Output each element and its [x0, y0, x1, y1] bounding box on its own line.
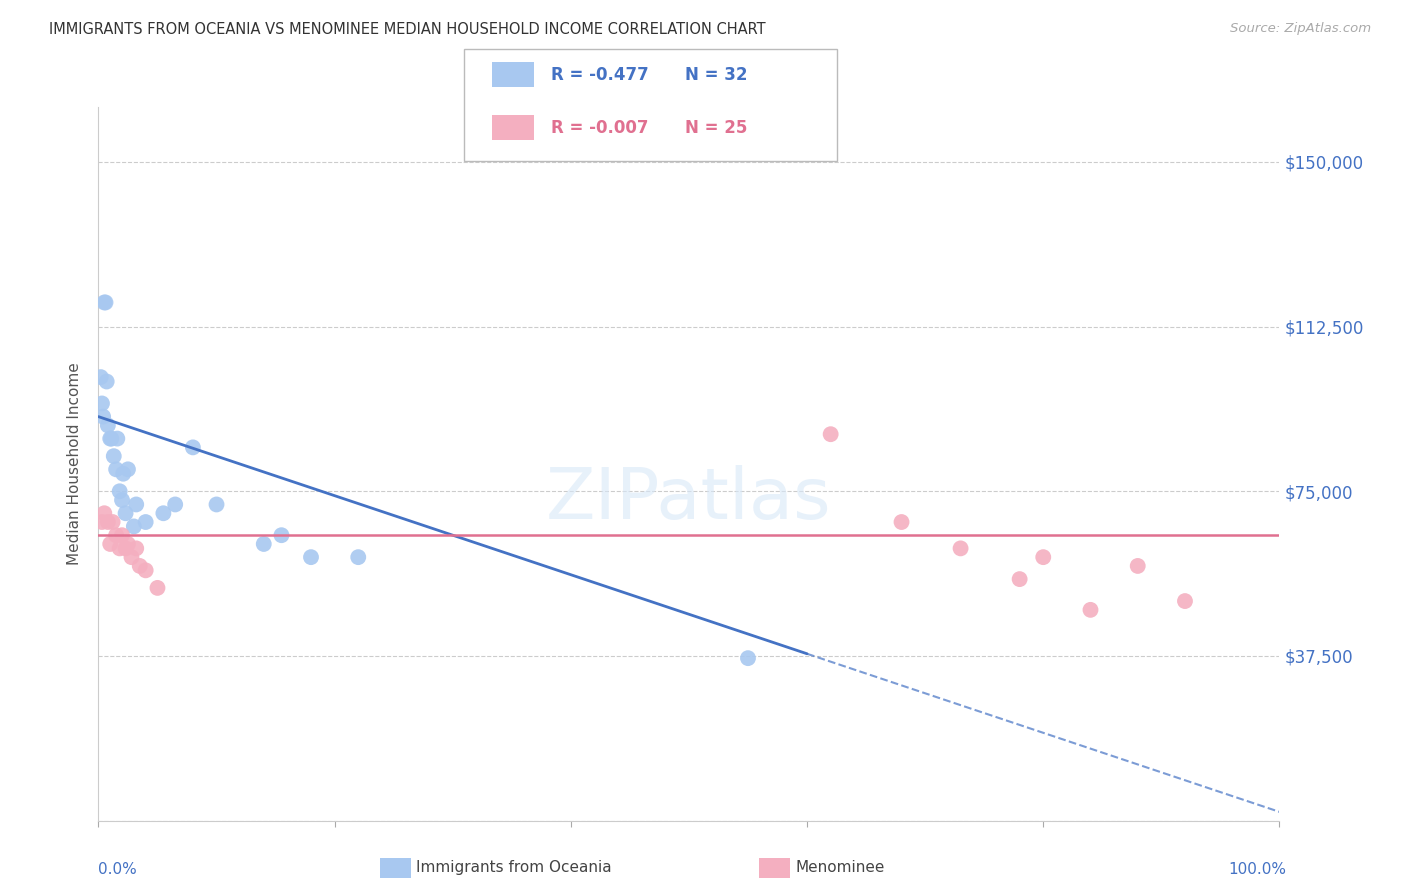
Point: [135, 515, 157, 529]
Point: [347, 550, 370, 565]
Point: [105, 528, 128, 542]
Text: R = -0.007: R = -0.007: [551, 119, 648, 136]
Point: [105, 462, 128, 476]
Text: 0.0%: 0.0%: [98, 863, 138, 877]
Point: [205, 498, 228, 512]
Point: [125, 541, 148, 556]
Point: [270, 528, 292, 542]
Point: [114, 506, 136, 520]
Point: [181, 441, 204, 455]
Point: [91, 409, 114, 424]
Point: [111, 493, 134, 508]
Point: [253, 537, 276, 551]
Point: [91, 396, 114, 410]
Point: [93, 295, 115, 310]
Point: [135, 563, 157, 577]
Point: [97, 418, 120, 433]
Text: 100.0%: 100.0%: [1229, 863, 1286, 877]
Text: N = 25: N = 25: [685, 119, 747, 136]
Point: [90, 370, 112, 384]
Point: [820, 427, 842, 442]
Point: [98, 432, 121, 446]
Point: [112, 467, 135, 481]
Point: [128, 558, 150, 573]
Point: [108, 541, 131, 556]
Text: Source: ZipAtlas.com: Source: ZipAtlas.com: [1230, 22, 1371, 36]
Point: [108, 484, 131, 499]
Text: Immigrants from Oceania: Immigrants from Oceania: [416, 861, 612, 875]
Point: [1032, 550, 1054, 565]
Point: [949, 541, 972, 556]
Point: [117, 537, 139, 551]
Point: [299, 550, 322, 565]
Point: [890, 515, 912, 529]
Text: R = -0.477: R = -0.477: [551, 66, 650, 84]
Point: [1126, 558, 1149, 573]
Point: [125, 498, 148, 512]
Point: [121, 550, 143, 565]
Point: [100, 432, 122, 446]
Text: Menominee: Menominee: [796, 861, 886, 875]
Point: [146, 581, 169, 595]
Point: [1080, 603, 1102, 617]
Point: [117, 462, 139, 476]
Point: [165, 498, 187, 512]
Point: [152, 506, 174, 520]
Y-axis label: Median Household Income: Median Household Income: [67, 362, 83, 566]
Point: [122, 519, 145, 533]
Point: [105, 432, 128, 446]
Point: [1008, 572, 1031, 586]
Point: [91, 515, 114, 529]
Point: [737, 651, 759, 665]
Point: [1174, 594, 1197, 608]
Point: [98, 537, 121, 551]
Point: [94, 295, 117, 310]
Text: ZIPatlas: ZIPatlas: [546, 465, 832, 534]
Text: IMMIGRANTS FROM OCEANIA VS MENOMINEE MEDIAN HOUSEHOLD INCOME CORRELATION CHART: IMMIGRANTS FROM OCEANIA VS MENOMINEE MED…: [49, 22, 766, 37]
Point: [97, 515, 120, 529]
Point: [101, 515, 124, 529]
Text: N = 32: N = 32: [685, 66, 747, 84]
Point: [93, 506, 115, 520]
Point: [111, 528, 134, 542]
Point: [96, 375, 118, 389]
Point: [114, 541, 136, 556]
Point: [103, 449, 125, 463]
